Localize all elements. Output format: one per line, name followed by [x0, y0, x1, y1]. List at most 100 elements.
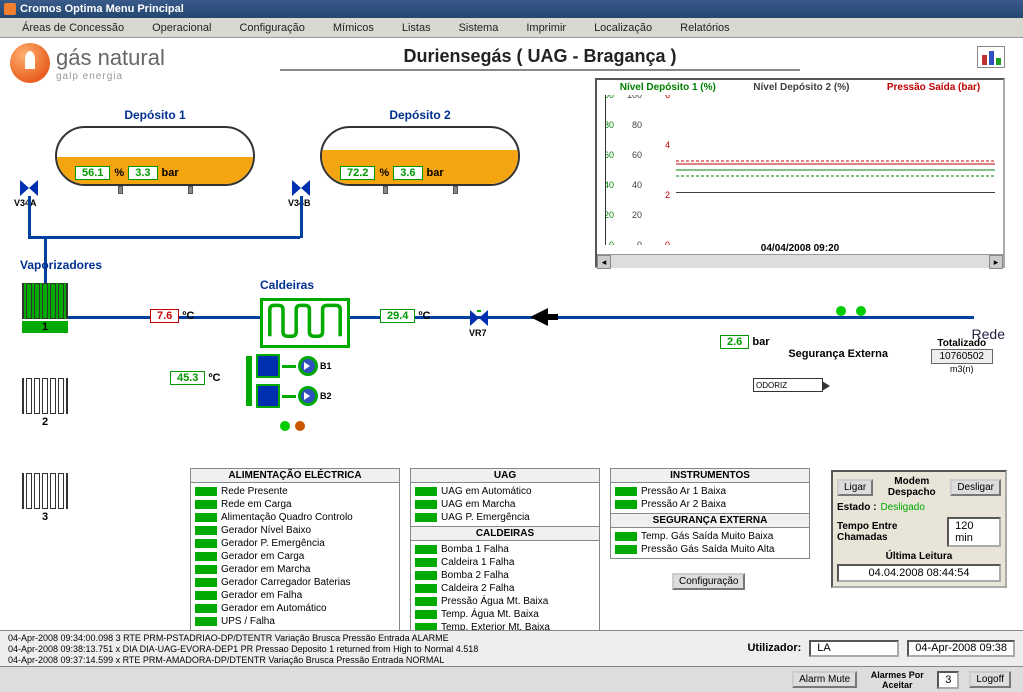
status-led-icon [415, 584, 437, 593]
status-text: Rede em Carga [221, 498, 292, 511]
temp3-value: 45.3 [170, 371, 205, 385]
temp3-group: 45.3 ºC [170, 372, 220, 384]
flame-icon [10, 43, 50, 83]
status-text: Gerador Carregador Baterias [221, 576, 351, 589]
svg-text:80: 80 [606, 120, 614, 130]
status-dot-2 [295, 421, 305, 431]
radiator-1-num: 1 [22, 321, 68, 333]
status-led-icon [615, 545, 637, 554]
svg-text:60: 60 [632, 150, 642, 160]
status-text: Pressão Água Mt. Baixa [441, 595, 548, 608]
page-title: Duriensegás ( UAG - Bragança ) [280, 46, 800, 71]
svg-text:60: 60 [606, 150, 614, 160]
valve-vr7-label: VR7 [469, 328, 487, 338]
valve-v34b[interactable] [292, 180, 310, 196]
status-text: Gerador em Marcha [221, 563, 310, 576]
status-item: UAG P. Emergência [415, 511, 595, 524]
radiator-1: 1 [22, 283, 68, 319]
scroll-left-icon[interactable]: ◂ [597, 255, 611, 269]
logoff-button[interactable]: Logoff [969, 671, 1011, 688]
status-item: Caldeira 2 Falha [415, 582, 595, 595]
log-row: 04-Apr-2008 09:37:14.599 x RTE PRM-AMADO… [8, 655, 747, 666]
configuracao-button[interactable]: Configuração [672, 573, 745, 590]
brand-sub: galp energia [56, 71, 165, 82]
menu-listas[interactable]: Listas [402, 22, 431, 34]
totalizer-box: Totalizado 10760502 m3(n) [931, 338, 994, 374]
ultima-leitura-value: 04.04.2008 08:44:54 [837, 564, 1001, 582]
panel-segx-title: SEGURANÇA EXTERNA [611, 513, 809, 528]
status-led-icon [195, 500, 217, 509]
svg-text:2: 2 [665, 190, 670, 200]
status-item: Gerador em Automático [195, 602, 395, 615]
status-item: Bomba 2 Falha [415, 569, 595, 582]
svg-text:40: 40 [606, 180, 614, 190]
status-dot-1 [280, 421, 290, 431]
valve-vr7[interactable] [470, 310, 488, 326]
status-led-icon [195, 539, 217, 548]
status-item: Gerador Nível Baixo [195, 524, 395, 537]
estado-label: Estado : [837, 502, 876, 513]
status-item: Temp. Gás Saída Muito Baixa [615, 530, 805, 543]
totalizer-unit: m3(n) [931, 364, 994, 374]
log-row: 04-Apr-2008 09:34:00.098 3 RTE PRM-PSTAD… [8, 633, 747, 644]
menu-configuracao[interactable]: Configuração [239, 22, 304, 34]
trend-scrollbar[interactable]: ◂ ▸ [597, 254, 1003, 268]
status-led-icon [415, 545, 437, 554]
status-text: Bomba 1 Falha [441, 543, 509, 556]
chart-button-icon[interactable] [977, 46, 1005, 68]
pout-value: 2.6 [720, 335, 749, 349]
menu-imprimir[interactable]: Imprimir [526, 22, 566, 34]
status-item: Gerador P. Emergência [195, 537, 395, 550]
menu-operacional[interactable]: Operacional [152, 22, 211, 34]
tank1-press: 3.3 [128, 166, 157, 180]
temp1-unit: ºC [182, 310, 194, 322]
status-text: UAG P. Emergência [441, 511, 530, 524]
tank1-label: Depósito 1 [55, 108, 255, 122]
caldeiras-coil [260, 298, 350, 348]
status-text: Gerador em Automático [221, 602, 327, 615]
utilizador-value: LA [809, 640, 899, 657]
pump-b1-label: B1 [320, 361, 332, 371]
menu-localizacao[interactable]: Localização [594, 22, 652, 34]
status-item: Pressão Ar 1 Baixa [615, 485, 805, 498]
menu-relatorios[interactable]: Relatórios [680, 22, 730, 34]
status-led-icon [415, 571, 437, 580]
trend-chart[interactable]: Nível Depósito 1 (%) Nível Depósito 2 (%… [595, 78, 1005, 268]
status-led-icon [615, 532, 637, 541]
valve-v34a[interactable] [20, 180, 38, 196]
status-text: Pressão Ar 2 Baixa [641, 498, 726, 511]
svg-text:0: 0 [665, 240, 670, 245]
menu-areas[interactable]: Áreas de Concessão [22, 22, 124, 34]
status-text: Pressão Ar 1 Baixa [641, 485, 726, 498]
scroll-right-icon[interactable]: ▸ [989, 255, 1003, 269]
company-logo: gás natural galp energia [10, 43, 165, 83]
brand-name: gás natural [56, 45, 165, 71]
menu-mimicos[interactable]: Mímicos [333, 22, 374, 34]
temp2-unit: ºC [418, 310, 430, 322]
flow-arrow-icon [530, 308, 558, 329]
status-text: Alimentação Quadro Controlo [221, 511, 353, 524]
svg-text:100: 100 [627, 95, 642, 100]
status-item: UPS / Falha [195, 615, 395, 628]
status-text: UPS / Falha [221, 615, 275, 628]
ultima-leitura-label: Última Leitura [837, 551, 1001, 562]
status-item: Gerador em Marcha [195, 563, 395, 576]
svg-text:0: 0 [609, 240, 614, 245]
status-text: Bomba 2 Falha [441, 569, 509, 582]
status-item: Pressão Gás Saída Muito Alta [615, 543, 805, 556]
temp2-value: 29.4 [380, 309, 415, 323]
ligar-button[interactable]: Ligar [837, 479, 873, 496]
status-text: Temp. Água Mt. Baixa [441, 608, 539, 621]
status-led-icon [195, 552, 217, 561]
menu-sistema[interactable]: Sistema [459, 22, 499, 34]
status-item: Gerador em Carga [195, 550, 395, 563]
status-led-icon [195, 604, 217, 613]
panel-electrica-title: ALIMENTAÇÃO ELÉCTRICA [191, 469, 399, 483]
status-led-icon [415, 487, 437, 496]
alarm-mute-button[interactable]: Alarm Mute [792, 671, 857, 688]
desligar-button[interactable]: Desligar [950, 479, 1001, 496]
tank1-press-unit: bar [162, 167, 179, 179]
status-text: Caldeira 2 Falha [441, 582, 514, 595]
temp3-unit: ºC [208, 372, 220, 384]
status-led-icon [195, 487, 217, 496]
